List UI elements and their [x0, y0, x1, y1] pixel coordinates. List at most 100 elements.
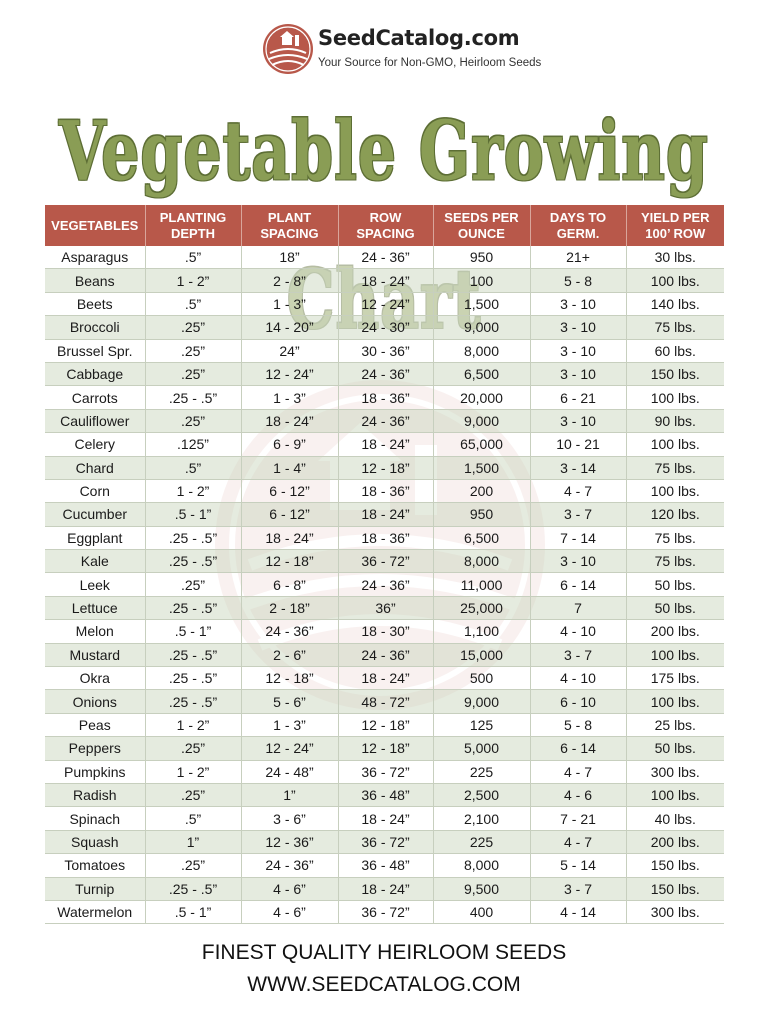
vegetable-name-cell: Turnip	[45, 877, 146, 901]
table-cell: 3 - 10	[530, 339, 627, 363]
column-header: ROW SPACING	[338, 205, 434, 246]
table-row: Lettuce .25 - .5” 2 - 18” 36” 25,000 7 50 lbs.	[45, 596, 724, 621]
table-cell: .5”	[145, 246, 242, 270]
table-cell: 1 - 2”	[145, 760, 242, 784]
table-cell: 3 - 7	[530, 502, 627, 527]
table-cell: 11,000	[433, 572, 531, 597]
tagline: Your Source for Non-GMO, Heirloom Seeds	[318, 57, 542, 69]
table-cell: 18 - 24”	[338, 877, 434, 901]
table-row: Peas 1 - 2” 1 - 3” 12 - 18” 125 5 - 8 25 lbs.	[45, 713, 724, 738]
header: SeedCatalog.com Your Source for Non-GMO,…	[0, 20, 768, 82]
table-cell: 5 - 14	[530, 853, 627, 878]
vegetable-name-cell: Cauliflower	[45, 409, 146, 434]
table-cell: 950	[433, 502, 531, 527]
table-cell: 6,500	[433, 526, 531, 551]
vegetable-name-cell: Pumpkins	[45, 760, 146, 784]
vegetable-name-cell: Tomatoes	[45, 853, 146, 878]
table-row: Kale .25 - .5” 12 - 18” 36 - 72” 8,000 3 - 10…	[45, 549, 724, 574]
table-cell: 18 - 24”	[338, 268, 434, 293]
table-cell: 8,000	[433, 853, 531, 878]
table-cell: .25 - .5”	[145, 689, 242, 714]
column-header-line: YIELD PER	[640, 209, 710, 225]
column-header-line: DEPTH	[170, 225, 216, 241]
vegetable-name-cell: Peppers	[45, 736, 146, 761]
table-cell: 225	[433, 830, 531, 855]
column-header: YIELD PER 100’ ROW	[626, 205, 724, 246]
table-cell: 200 lbs.	[626, 830, 724, 855]
table-cell: 6 - 9”	[241, 432, 339, 457]
footer-website[interactable]: WWW.SEEDCATALOG.COM	[247, 973, 521, 996]
table-cell: 400	[433, 900, 531, 925]
column-header-line: DAYS TO	[549, 209, 607, 225]
table-cell: .25 - .5”	[145, 643, 242, 668]
table-cell: 5,000	[433, 736, 531, 761]
table-cell: 7 - 14	[530, 526, 627, 551]
vegetable-name-cell: Carrots	[45, 385, 146, 410]
table-cell: 150 lbs.	[626, 362, 724, 387]
vegetable-name-cell: Spinach	[45, 806, 146, 831]
table-cell: 9,000	[433, 409, 531, 434]
column-header-line: SPACING	[260, 225, 319, 241]
table-cell: 300 lbs.	[626, 760, 724, 784]
table-cell: 3 - 10	[530, 409, 627, 434]
table-cell: 1 - 4”	[241, 456, 339, 480]
table-body: Asparagus .5” 18” 24 - 36” 950 21+ 30 lbs. Bean…	[45, 246, 724, 925]
table-cell: 30 - 36”	[338, 339, 434, 363]
table-cell: 12 - 18”	[338, 736, 434, 761]
table-cell: .25 - .5”	[145, 877, 242, 901]
table-cell: .25”	[145, 572, 242, 597]
table-cell: 4 - 14	[530, 900, 627, 925]
table-cell: 36 - 72”	[338, 549, 434, 574]
table-row: Celery .125” 6 - 9” 18 - 24” 65,000 10 - 21 10…	[45, 432, 724, 457]
vegetable-name-cell: Cucumber	[45, 502, 146, 527]
table-cell: .25”	[145, 736, 242, 761]
table-cell: 140 lbs.	[626, 292, 724, 317]
table-cell: 100 lbs.	[626, 268, 724, 293]
table-cell: 7	[530, 596, 627, 621]
table-cell: 1 - 3”	[241, 713, 339, 738]
table-cell: 4 - 10	[530, 666, 627, 691]
table-cell: 18 - 30”	[338, 619, 434, 644]
table-cell: .25 - .5”	[145, 385, 242, 410]
table-cell: 5 - 8	[530, 268, 627, 293]
table-cell: 48 - 72”	[338, 689, 434, 714]
table-cell: 60 lbs.	[626, 339, 724, 363]
vegetable-name-cell: Beans	[45, 268, 146, 293]
table-cell: 4 - 6”	[241, 900, 339, 925]
table-row: Chard .5” 1 - 4” 12 - 18” 1,500 3 - 14 75 lbs.	[45, 456, 724, 480]
seed-farm-logo-icon	[263, 24, 313, 74]
table-row: Radish .25” 1” 36 - 48” 2,500 4 - 6 100 lbs.	[45, 783, 724, 808]
table-cell: 36 - 48”	[338, 783, 434, 808]
column-header: SEEDS PER OUNCE	[433, 205, 531, 246]
table-cell: 18 - 24”	[338, 502, 434, 527]
vegetable-name-cell: Kale	[45, 549, 146, 574]
vegetable-name-cell: Broccoli	[45, 315, 146, 340]
table-row: Spinach .5” 3 - 6” 18 - 24” 2,100 7 - 21 40 lb…	[45, 806, 724, 831]
table-row: Melon .5 - 1” 24 - 36” 18 - 30” 1,100 4 - 10 2…	[45, 619, 724, 644]
table-cell: 3 - 6”	[241, 806, 339, 831]
table-cell: 18 - 24”	[338, 806, 434, 831]
table-cell: 3 - 14	[530, 456, 627, 480]
table-cell: 120 lbs.	[626, 502, 724, 527]
table-cell: 4 - 6	[530, 783, 627, 808]
table-cell: 1 - 2”	[145, 479, 242, 504]
table-row: Beans 1 - 2” 2 - 8” 18 - 24” 100 5 - 8 100 lbs…	[45, 268, 724, 293]
table-cell: 6 - 12”	[241, 502, 339, 527]
table-cell: 2 - 6”	[241, 643, 339, 668]
table-cell: 7 - 21	[530, 806, 627, 831]
column-header-line: ROW	[369, 209, 402, 225]
vegetable-name-cell: Onions	[45, 689, 146, 714]
column-header-line: GERM.	[556, 225, 600, 241]
table-cell: 18 - 36”	[338, 479, 434, 504]
column-header-line: PLANTING	[159, 209, 227, 225]
table-cell: 18”	[241, 246, 339, 270]
table-header-row: VEGETABLES PLANTING DEPTH PLANT SPACING ROW SP…	[45, 205, 724, 246]
table-cell: 3 - 7	[530, 643, 627, 668]
table-row: Peppers .25” 12 - 24” 12 - 18” 5,000 6 - 14 50…	[45, 736, 724, 761]
vegetable-name-cell: Okra	[45, 666, 146, 691]
table-cell: 24 - 36”	[338, 409, 434, 434]
table-cell: 6 - 12”	[241, 479, 339, 504]
table-cell: 24 - 36”	[241, 619, 339, 644]
table-cell: .5 - 1”	[145, 900, 242, 925]
